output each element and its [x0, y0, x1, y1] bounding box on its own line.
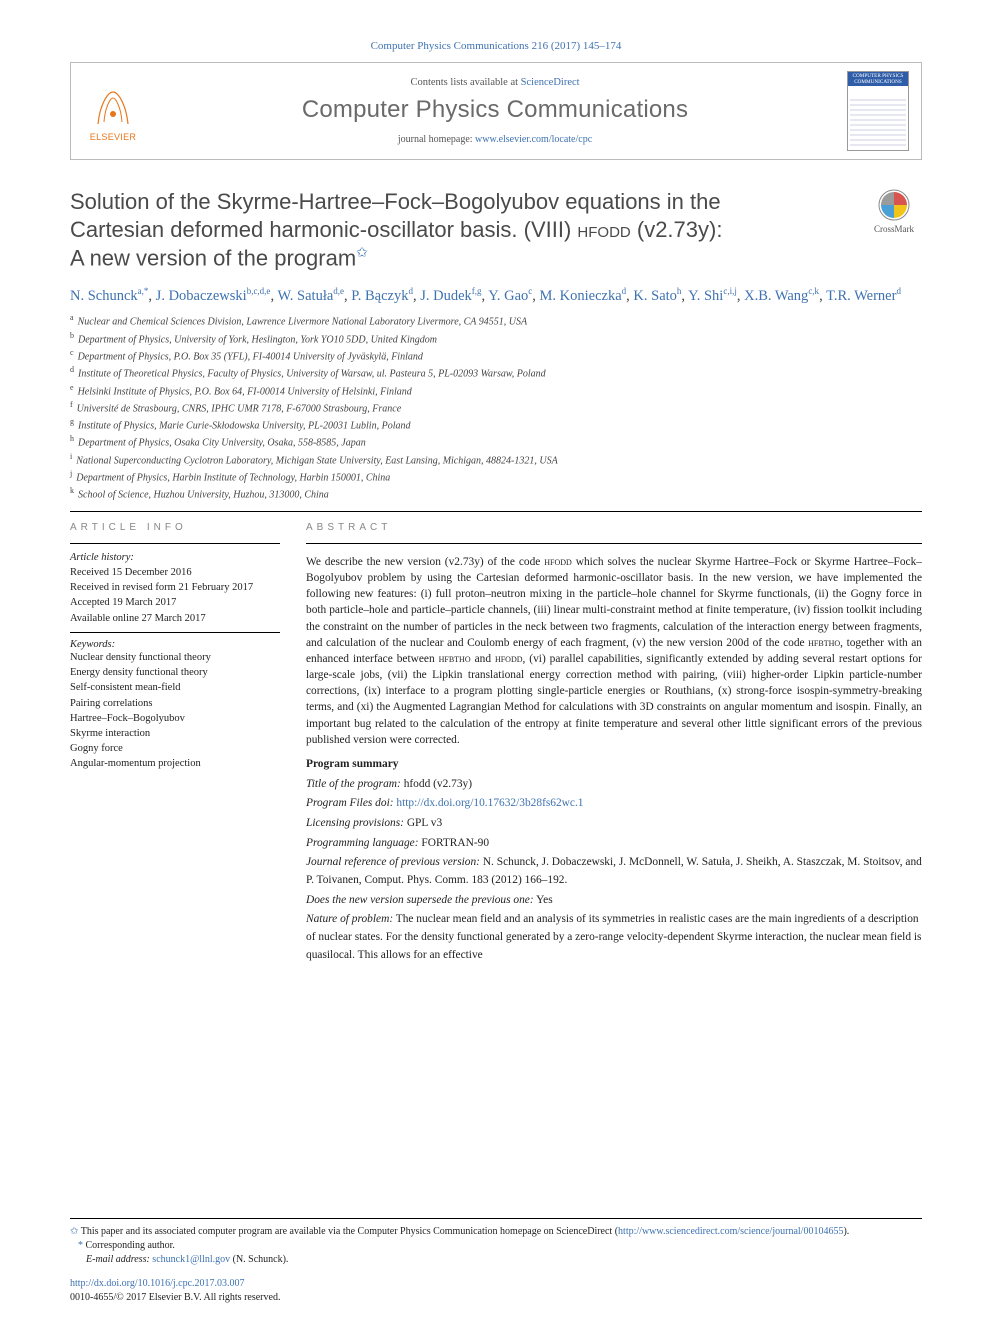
program-summary-row: Programming language: FORTRAN-90: [306, 835, 922, 853]
affiliation-line: cDepartment of Physics, P.O. Box 35 (YFL…: [70, 347, 922, 364]
program-summary-row: Title of the program: hfodd (v2.73y): [306, 776, 922, 794]
corr-email-link[interactable]: schunck1@llnl.gov: [152, 1254, 230, 1265]
affiliation-line: bDepartment of Physics, University of Yo…: [70, 330, 922, 347]
keywords-label: Keywords:: [70, 639, 280, 650]
article-info-heading: article info: [70, 522, 280, 533]
affiliation-line: dInstitute of Theoretical Physics, Facul…: [70, 364, 922, 381]
author-link[interactable]: T.R. Werner: [826, 288, 896, 304]
affiliation-line: jDepartment of Physics, Harbin Institute…: [70, 468, 922, 485]
affiliation-line: gInstitute of Physics, Marie Curie-Skłod…: [70, 416, 922, 433]
program-summary-heading: Program summary: [306, 756, 922, 774]
program-summary-row: Journal reference of previous version: N…: [306, 854, 922, 889]
keyword-item: Pairing correlations: [70, 696, 280, 711]
keywords-list: Nuclear density functional theoryEnergy …: [70, 650, 280, 772]
contents-available: Contents lists available at ScienceDirec…: [155, 77, 835, 88]
program-doi-link[interactable]: http://dx.doi.org/10.17632/3b28fs62wc.1: [396, 797, 583, 809]
journal-name: Computer Physics Communications: [155, 96, 835, 124]
author-link[interactable]: W. Satuła: [277, 288, 333, 304]
footnote-sd-link[interactable]: http://www.sciencedirect.com/science/jou…: [618, 1226, 843, 1237]
affiliation-line: fUniversité de Strasbourg, CNRS, IPHC UM…: [70, 399, 922, 416]
author-list: N. Schuncka,*, J. Dobaczewskib,c,d,e, W.…: [70, 285, 922, 306]
article-info-column: article info Article history: Received 1…: [70, 522, 280, 967]
keyword-item: Hartree–Fock–Bogolyubov: [70, 711, 280, 726]
affiliation-line: aNuclear and Chemical Sciences Division,…: [70, 312, 922, 329]
copyright-line: 0010-4655/© 2017 Elsevier B.V. All right…: [70, 1292, 280, 1303]
journal-homepage: journal homepage: www.elsevier.com/locat…: [155, 134, 835, 145]
history-line: Available online 27 March 2017: [70, 611, 280, 626]
author-link[interactable]: P. Bączyk: [351, 288, 408, 304]
program-summary-row: Licensing provisions: GPL v3: [306, 815, 922, 833]
program-summary-row: Nature of problem: The nuclear mean fiel…: [306, 911, 922, 964]
doi-link[interactable]: http://dx.doi.org/10.1016/j.cpc.2017.03.…: [70, 1278, 245, 1289]
journal-cover-thumb: COMPUTER PHYSICS COMMUNICATIONS: [847, 71, 909, 151]
article-title: Solution of the Skyrme-Hartree–Fock–Bogo…: [70, 188, 852, 273]
author-link[interactable]: Y. Shi: [688, 288, 723, 304]
author-link[interactable]: J. Dobaczewski: [156, 288, 247, 304]
history-line: Received in revised form 21 February 201…: [70, 580, 280, 595]
keyword-item: Energy density functional theory: [70, 665, 280, 680]
sciencedirect-link[interactable]: ScienceDirect: [521, 77, 580, 88]
program-summary-row: Program Files doi: http://dx.doi.org/10.…: [306, 795, 922, 813]
abstract-text: We describe the new version (v2.73y) of …: [306, 554, 922, 748]
affiliation-line: hDepartment of Physics, Osaka City Unive…: [70, 433, 922, 450]
author-link[interactable]: J. Dudek: [420, 288, 472, 304]
history-line: Received 15 December 2016: [70, 565, 280, 580]
affiliation-line: iNational Superconducting Cyclotron Labo…: [70, 451, 922, 468]
abstract-column: abstract We describe the new version (v2…: [306, 522, 922, 967]
author-link[interactable]: M. Konieczka: [540, 288, 622, 304]
affiliations: aNuclear and Chemical Sciences Division,…: [70, 312, 922, 503]
history-label: Article history:: [70, 550, 280, 565]
affiliation-line: kSchool of Science, Huzhou University, H…: [70, 485, 922, 502]
corresponding-star-icon: *: [78, 1240, 83, 1251]
history-line: Accepted 19 March 2017: [70, 595, 280, 610]
keyword-item: Skyrme interaction: [70, 726, 280, 741]
keyword-item: Angular-momentum projection: [70, 756, 280, 771]
elsevier-logo: ELSEVIER: [83, 80, 143, 142]
keyword-item: Gogny force: [70, 741, 280, 756]
footnotes: ✩ This paper and its associated computer…: [70, 1218, 922, 1305]
top-citation: Computer Physics Communications 216 (201…: [70, 40, 922, 52]
crossmark-label: CrossMark: [874, 224, 914, 234]
author-link[interactable]: N. Schunck: [70, 288, 138, 304]
author-link[interactable]: K. Sato: [633, 288, 677, 304]
crossmark-badge[interactable]: CrossMark: [866, 188, 922, 234]
abstract-heading: abstract: [306, 522, 922, 533]
program-summary-row: Does the new version supersede the previ…: [306, 892, 922, 910]
keyword-item: Nuclear density functional theory: [70, 650, 280, 665]
program-summary: Program summary Title of the program: hf…: [306, 756, 922, 964]
journal-header: ELSEVIER Contents lists available at Sci…: [70, 62, 922, 160]
homepage-link[interactable]: www.elsevier.com/locate/cpc: [475, 134, 592, 145]
section-rule: [70, 511, 922, 512]
affiliation-line: eHelsinki Institute of Physics, P.O. Box…: [70, 382, 922, 399]
author-link[interactable]: Y. Gao: [488, 288, 528, 304]
author-link[interactable]: X.B. Wang: [744, 288, 808, 304]
keyword-item: Self-consistent mean-field: [70, 680, 280, 695]
